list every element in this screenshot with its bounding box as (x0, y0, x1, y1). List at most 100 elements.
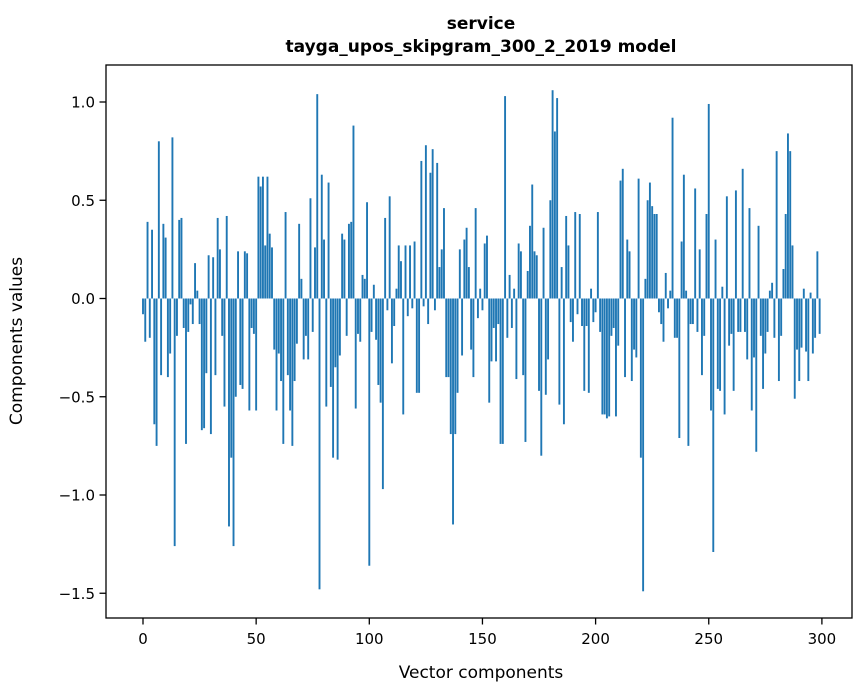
bar (429, 172, 432, 299)
bar (230, 298, 233, 458)
bar (773, 298, 776, 338)
bar (671, 117, 674, 299)
bar (424, 145, 427, 299)
bar (440, 249, 443, 299)
bar (488, 298, 491, 403)
bar (547, 298, 550, 360)
bar (780, 298, 783, 336)
bar (438, 267, 441, 299)
bar (182, 298, 185, 328)
bar (601, 298, 604, 415)
bar (653, 214, 656, 299)
bar (155, 298, 158, 446)
bar (782, 269, 785, 299)
bar (268, 233, 271, 299)
bar (624, 298, 626, 378)
bar (619, 180, 622, 299)
bar (345, 298, 348, 336)
bar (390, 298, 393, 364)
bar (515, 298, 518, 380)
bar (341, 233, 344, 299)
bar (406, 298, 409, 317)
bar (465, 227, 468, 299)
bar (753, 298, 755, 358)
bar (592, 298, 595, 323)
bar (576, 298, 579, 315)
bar (605, 298, 608, 419)
bar (160, 298, 163, 376)
bar (354, 298, 357, 409)
bar (386, 298, 389, 311)
bar (404, 245, 407, 299)
bar (533, 251, 536, 299)
bar (388, 196, 391, 299)
bar (445, 298, 448, 378)
bar (737, 298, 740, 332)
bar (529, 225, 531, 299)
bar (280, 298, 282, 382)
bar (565, 215, 568, 299)
bar (630, 298, 633, 382)
bar (682, 174, 685, 299)
bar (567, 245, 570, 299)
bar (712, 298, 715, 552)
bar (513, 288, 516, 299)
bar (651, 206, 654, 299)
bar (400, 261, 402, 299)
bar (239, 298, 242, 385)
bar (723, 298, 726, 415)
bar (572, 298, 574, 342)
bar (784, 214, 787, 299)
bar (357, 298, 359, 334)
bar (203, 298, 206, 429)
bar (526, 270, 529, 299)
bar (343, 239, 346, 299)
bar (587, 298, 590, 393)
bar (148, 298, 151, 338)
bar (422, 298, 425, 307)
bar (719, 298, 722, 391)
bar (413, 241, 416, 299)
x-tick-label: 50 (247, 630, 266, 648)
bar (368, 298, 371, 566)
bar (583, 298, 586, 391)
y-tick-label: 0.0 (71, 290, 95, 308)
y-tick-label: 1.0 (71, 94, 95, 112)
bar (691, 298, 694, 325)
bar (456, 298, 459, 393)
bar (171, 137, 174, 299)
bar (377, 298, 380, 385)
bar (757, 225, 760, 299)
bar (431, 149, 434, 299)
bar (311, 298, 314, 332)
bar (180, 217, 183, 299)
bar (218, 249, 221, 299)
bar (495, 298, 497, 362)
bar (384, 217, 387, 299)
bar (750, 298, 753, 411)
bar (689, 298, 692, 325)
bar (329, 298, 332, 387)
bar (510, 298, 513, 328)
bar (639, 298, 642, 458)
bar (277, 298, 280, 354)
bar (212, 257, 215, 299)
bar (289, 298, 292, 411)
bar (685, 290, 688, 299)
bar (372, 284, 375, 299)
bar (698, 249, 701, 299)
bar (257, 176, 260, 299)
x-tick-label: 0 (138, 630, 148, 648)
bar (501, 298, 504, 444)
bar (162, 223, 165, 299)
bar (594, 298, 597, 313)
bar (581, 298, 583, 327)
bar (479, 288, 482, 299)
x-tick-label: 150 (468, 630, 497, 648)
bar (807, 298, 810, 382)
bar (728, 298, 731, 346)
bar (393, 298, 396, 327)
bar (739, 298, 742, 332)
bar (538, 298, 540, 391)
